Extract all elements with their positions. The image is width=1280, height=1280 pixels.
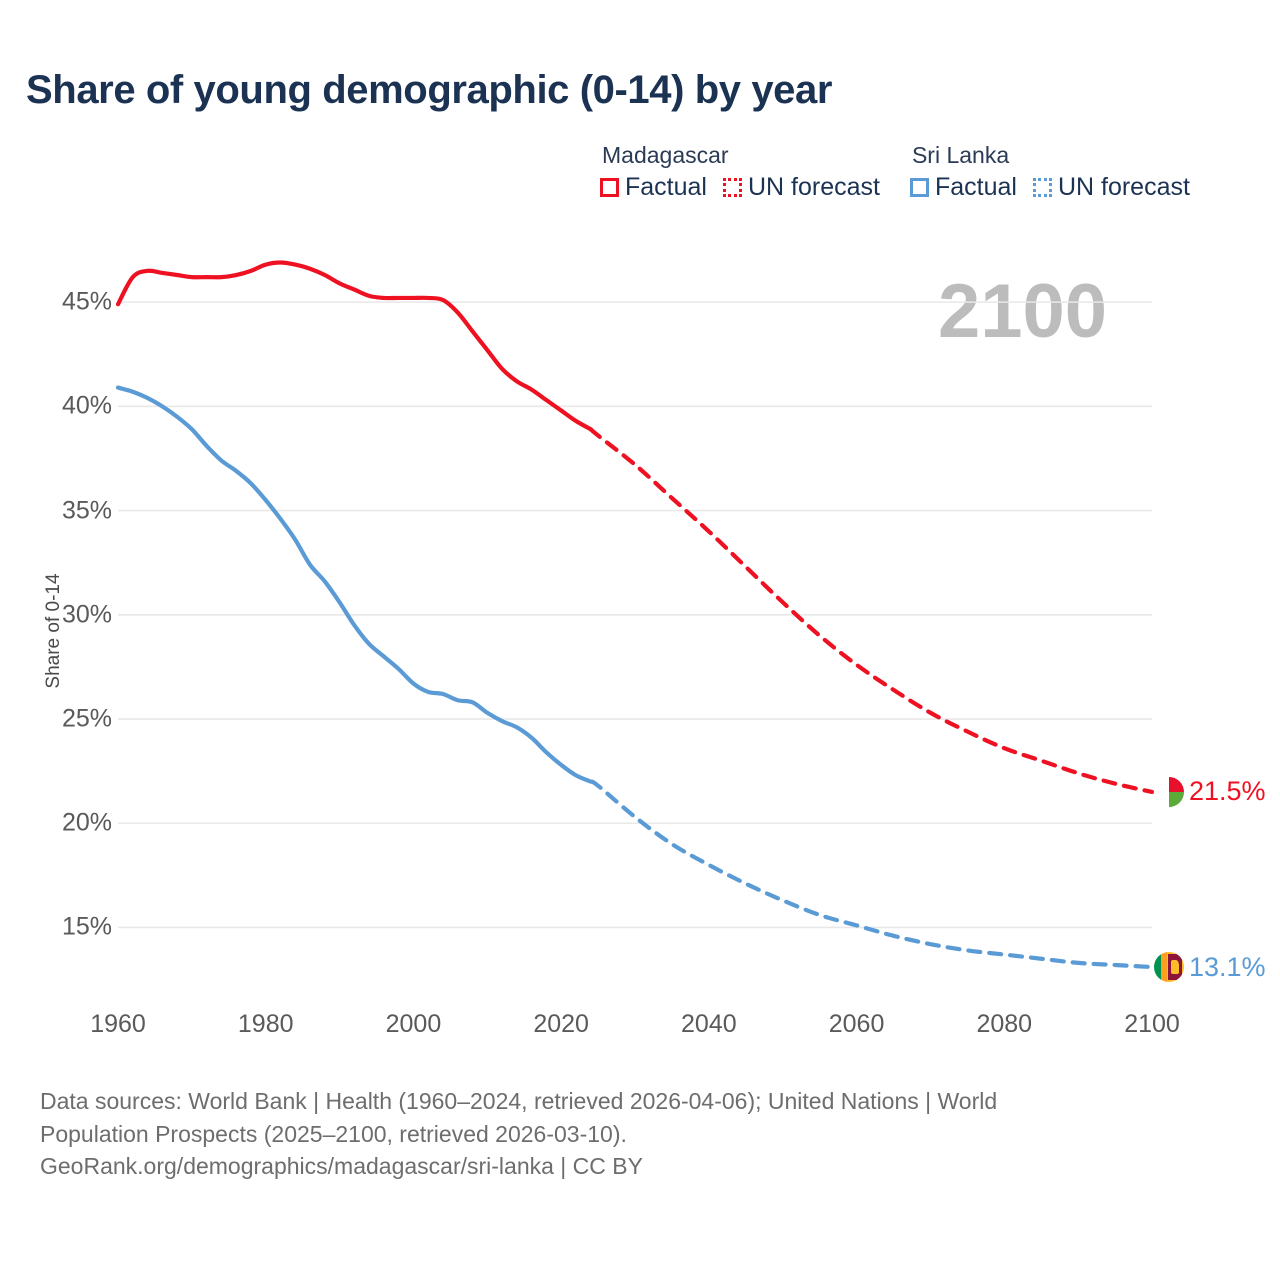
x-axis-tick: 1960 xyxy=(90,1010,146,1038)
legend-swatch-dotted-icon xyxy=(722,178,742,197)
x-axis-tick: 2000 xyxy=(385,1010,442,1038)
legend-label-sri-lanka-factual: Factual xyxy=(934,173,1017,201)
year-watermark: 2100 xyxy=(938,269,1108,354)
madagascar-flag-icon xyxy=(1154,776,1184,807)
y-axis-tick: 30% xyxy=(61,600,112,629)
legend-item-sri-lanka-factual[interactable]: Factual xyxy=(909,173,1017,201)
legend-label-sri-lanka-forecast: UN forecast xyxy=(1057,173,1190,201)
chart-series-layer xyxy=(115,260,1155,970)
legend-row-madagascar: Factual UN forecast xyxy=(600,175,880,200)
footer-line-1: Data sources: World Bank | Health (1960–… xyxy=(40,1088,998,1114)
footer-sources: Data sources: World Bank | Health (1960–… xyxy=(40,1085,1240,1183)
legend-swatch-solid-icon xyxy=(909,178,929,197)
footer-line-3: GeoRank.org/demographics/madagascar/sri-… xyxy=(40,1153,643,1180)
sri-lanka-forecast-line xyxy=(588,779,1155,970)
y-axis-tick-labels: 15% 20% 25% 30% 35% 40% 45% xyxy=(0,0,112,1280)
y-axis-tick: 35% xyxy=(61,496,112,525)
y-axis-tick: 20% xyxy=(61,808,112,837)
sri-lanka-flag-icon xyxy=(1154,952,1184,983)
y-axis-tick: 25% xyxy=(61,704,112,733)
x-axis-tick: 2100 xyxy=(1124,1010,1180,1038)
srilanka-endpoint: 13.1% xyxy=(1154,951,1266,983)
legend-group-madagascar: Madagascar Factual UN forecast xyxy=(600,144,880,200)
x-axis-tick: 2040 xyxy=(681,1010,737,1038)
legend-item-madagascar-forecast[interactable]: UN forecast xyxy=(722,173,880,201)
page-title: Share of young demographic (0-14) by yea… xyxy=(26,68,833,112)
legend-swatch-solid-icon xyxy=(600,178,619,197)
x-axis-tick: 2060 xyxy=(828,1010,885,1038)
x-axis-tick: 2020 xyxy=(533,1010,589,1038)
chart-gridlines xyxy=(118,301,1152,929)
legend-label-madagascar-forecast: UN forecast xyxy=(747,173,880,201)
madagascar-forecast-line xyxy=(588,427,1155,795)
footer-line-2: Population Prospects (2025–2100, retriev… xyxy=(40,1120,627,1147)
y-axis-tick: 15% xyxy=(61,912,112,941)
legend-group-sri-lanka: Sri Lanka Factual UN forecast xyxy=(909,142,1190,201)
legend-row-sri-lanka: Factual UN forecast xyxy=(909,173,1190,201)
legend-country-madagascar: Madagascar xyxy=(602,142,729,168)
legend-item-madagascar-factual[interactable]: Factual xyxy=(600,175,707,200)
chart-legend: Madagascar Factual UN forecast Sri Lanka… xyxy=(600,144,1190,200)
x-axis-tick: 1980 xyxy=(237,1010,294,1038)
legend-country-sri-lanka: Sri Lanka xyxy=(911,142,1010,168)
madagascar-factual-line xyxy=(115,260,593,432)
legend-item-sri-lanka-forecast[interactable]: UN forecast xyxy=(1032,173,1190,201)
legend-label-madagascar-factual: Factual xyxy=(625,173,707,201)
sri-lanka-factual-line xyxy=(115,385,593,784)
x-axis-tick: 2080 xyxy=(976,1010,1033,1038)
madagascar-endpoint: 21.5% xyxy=(1154,776,1266,807)
madagascar-endpoint-value: 21.5% xyxy=(1189,776,1266,807)
y-axis-tick: 45% xyxy=(61,287,112,316)
legend-swatch-dotted-icon xyxy=(1032,178,1052,197)
y-axis-tick: 40% xyxy=(61,391,112,420)
srilanka-endpoint-value: 13.1% xyxy=(1189,951,1266,982)
